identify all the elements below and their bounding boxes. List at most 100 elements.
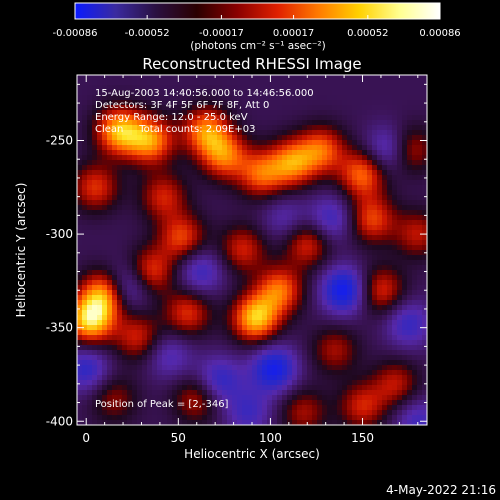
- heatmap-cell: [102, 215, 108, 221]
- heatmap-cell: [352, 385, 358, 391]
- heatmap-cell: [387, 85, 393, 91]
- heatmap-cell: [187, 405, 193, 411]
- heatmap-cell: [102, 275, 108, 281]
- heatmap-cell: [202, 250, 208, 256]
- heatmap-cell: [137, 75, 143, 81]
- heatmap-cell: [392, 100, 398, 106]
- heatmap-cell: [357, 420, 363, 425]
- heatmap-cell: [97, 250, 103, 256]
- heatmap-cell: [212, 130, 218, 136]
- heatmap-cell: [407, 340, 413, 346]
- heatmap-cell: [172, 80, 178, 86]
- heatmap-cell: [127, 180, 133, 186]
- heatmap-cell: [412, 400, 418, 406]
- heatmap-cell: [247, 110, 253, 116]
- heatmap-cell: [112, 360, 118, 366]
- heatmap-cell: [272, 105, 278, 111]
- heatmap-cell: [92, 205, 98, 211]
- heatmap-cell: [157, 180, 163, 186]
- heatmap-cell: [372, 105, 378, 111]
- heatmap-cell: [422, 295, 427, 301]
- heatmap-cell: [302, 195, 308, 201]
- heatmap-cell: [157, 160, 163, 166]
- heatmap-cell: [182, 85, 188, 91]
- heatmap-cell: [117, 280, 123, 286]
- heatmap-cell: [162, 335, 168, 341]
- heatmap-cell: [112, 255, 118, 261]
- heatmap-cell: [167, 270, 173, 276]
- heatmap-cell: [402, 110, 408, 116]
- heatmap-cell: [292, 245, 298, 251]
- heatmap-cell: [262, 295, 268, 301]
- heatmap-cell: [222, 250, 228, 256]
- heatmap-cell: [332, 325, 338, 331]
- heatmap-cell: [162, 245, 168, 251]
- heatmap-cell: [97, 100, 103, 106]
- heatmap-cell: [162, 120, 168, 126]
- heatmap-cell: [367, 405, 373, 411]
- heatmap-cell: [87, 205, 93, 211]
- heatmap-cell: [262, 405, 268, 411]
- heatmap-cell: [382, 310, 388, 316]
- heatmap-cell: [382, 350, 388, 356]
- heatmap-cell: [407, 375, 413, 381]
- heatmap-cell: [122, 185, 128, 191]
- heatmap-cell: [102, 320, 108, 326]
- heatmap-cell: [257, 240, 263, 246]
- heatmap-cell: [332, 285, 338, 291]
- heatmap-cell: [312, 345, 318, 351]
- heatmap-cell: [217, 105, 223, 111]
- heatmap-cell: [412, 395, 418, 401]
- heatmap-cell: [202, 405, 208, 411]
- heatmap-cell: [142, 315, 148, 321]
- heatmap-cell: [202, 170, 208, 176]
- heatmap-cell: [272, 120, 278, 126]
- heatmap-cell: [337, 190, 343, 196]
- heatmap-cell: [132, 320, 138, 326]
- heatmap-cell: [152, 200, 158, 206]
- heatmap-cell: [252, 360, 258, 366]
- heatmap-cell: [302, 135, 308, 141]
- heatmap-cell: [342, 275, 348, 281]
- heatmap-cell: [272, 315, 278, 321]
- heatmap-cell: [362, 295, 368, 301]
- heatmap-cell: [337, 260, 343, 266]
- heatmap-cell: [172, 240, 178, 246]
- heatmap-cell: [412, 360, 418, 366]
- heatmap-cell: [377, 220, 383, 226]
- heatmap-cell: [97, 325, 103, 331]
- heatmap-cell: [202, 200, 208, 206]
- heatmap-cell: [182, 380, 188, 386]
- heatmap-cell: [252, 120, 258, 126]
- heatmap-cell: [357, 360, 363, 366]
- heatmap-cell: [392, 135, 398, 141]
- heatmap-cell: [132, 410, 138, 416]
- heatmap-cell: [307, 240, 313, 246]
- heatmap-cell: [282, 390, 288, 396]
- heatmap-cell: [422, 165, 427, 171]
- heatmap-cell: [217, 355, 223, 361]
- heatmap-cell: [402, 420, 408, 425]
- heatmap-cell: [202, 325, 208, 331]
- heatmap-cell: [287, 90, 293, 96]
- heatmap-cell: [347, 170, 353, 176]
- heatmap-cell: [407, 380, 413, 386]
- heatmap-cell: [272, 310, 278, 316]
- heatmap-cell: [252, 230, 258, 236]
- heatmap-cell: [157, 205, 163, 211]
- heatmap-cell: [272, 125, 278, 131]
- heatmap-cell: [417, 280, 423, 286]
- heatmap-cell: [92, 180, 98, 186]
- heatmap-cell: [222, 150, 228, 156]
- heatmap-cell: [202, 225, 208, 231]
- heatmap-cell: [327, 265, 333, 271]
- heatmap-cell: [117, 410, 123, 416]
- heatmap-cell: [172, 305, 178, 311]
- heatmap-cell: [302, 325, 308, 331]
- heatmap-cell: [192, 250, 198, 256]
- heatmap-cell: [222, 305, 228, 311]
- heatmap-cell: [337, 175, 343, 181]
- heatmap-cell: [117, 325, 123, 331]
- heatmap-cell: [162, 150, 168, 156]
- heatmap-cell: [172, 180, 178, 186]
